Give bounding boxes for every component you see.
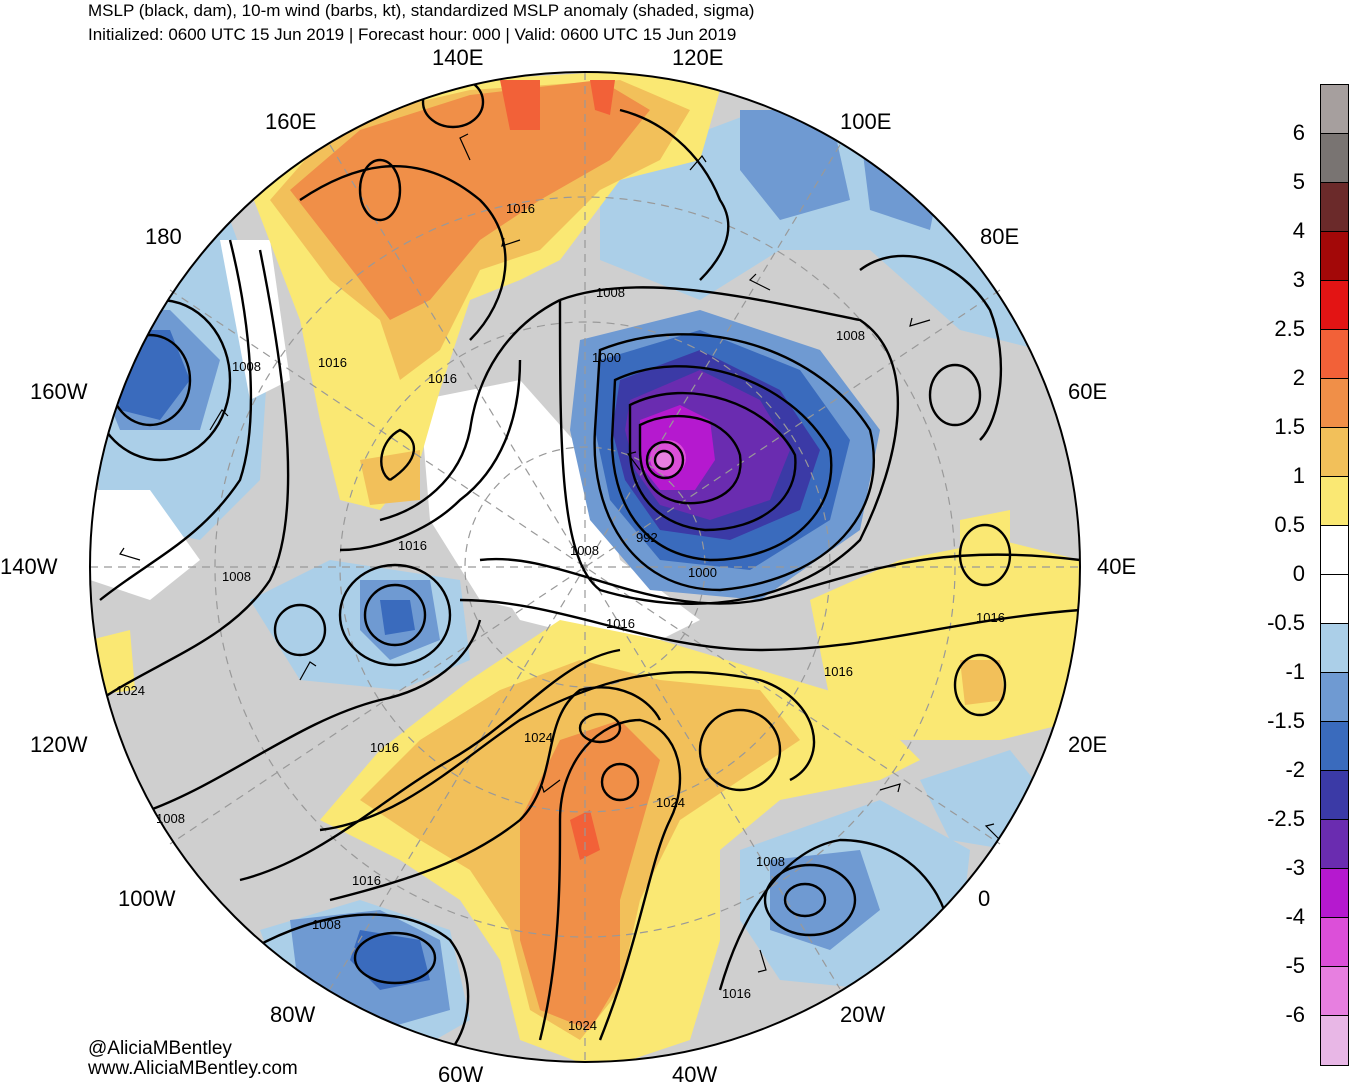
isobars	[90, 75, 1080, 1061]
colorbar-label: 5	[1292, 169, 1305, 194]
colorbar-label: -4	[1285, 904, 1305, 929]
colorbar-cell	[1321, 967, 1348, 1016]
map-border	[89, 71, 1081, 1063]
colorbar-cell	[1321, 428, 1348, 477]
colorbar-label: 2.5	[1274, 316, 1305, 341]
lon-label-20e: 20E	[1068, 732, 1108, 757]
isobar-label: 1016	[976, 610, 1005, 625]
lon-label-20w: 20W	[840, 1002, 886, 1027]
isobar-label: 1008	[570, 543, 599, 558]
isobar-label: 1016	[606, 616, 635, 631]
colorbar-cell	[1321, 281, 1348, 330]
credit-handle: @AliciaMBentley	[88, 1038, 232, 1059]
lon-label-180: 180	[145, 224, 182, 249]
isobar-label: 1016	[352, 873, 381, 888]
lon-label-60w: 60W	[438, 1062, 484, 1087]
colorbar-cell	[1321, 820, 1348, 869]
isobar-label: 1016	[428, 371, 457, 386]
colorbar-label: 1	[1292, 463, 1305, 488]
isobar-label: 1000	[688, 565, 717, 580]
isobar-label: 1016	[506, 201, 535, 216]
colorbar-label: 0.5	[1274, 512, 1305, 537]
colorbar-cell	[1321, 134, 1348, 183]
isobar-label: 1008	[222, 569, 251, 584]
colorbar-label: 1.5	[1274, 414, 1305, 439]
isobar-label: 1008	[756, 854, 785, 869]
isobar-label: 1024	[524, 730, 553, 745]
colorbar-cell	[1321, 624, 1348, 673]
colorbar-cell	[1321, 85, 1348, 134]
lon-label-140e: 140E	[432, 45, 484, 70]
isobar-label: 1024	[116, 683, 145, 698]
colorbar-label: -6	[1285, 1002, 1305, 1027]
colorbar-cell	[1321, 722, 1348, 771]
isobar-label: 1008	[156, 811, 185, 826]
lon-label-140w: 140W	[0, 554, 58, 579]
lon-label-40w: 40W	[672, 1062, 718, 1087]
isobar-label: 992	[636, 530, 658, 545]
colorbar-label: -1	[1285, 659, 1305, 684]
colorbar-cell	[1321, 526, 1348, 575]
colorbar-cell	[1321, 1016, 1348, 1065]
wind-barbs	[119, 133, 1001, 1049]
colorbar-cell	[1321, 869, 1348, 918]
colorbar-label: -5	[1285, 953, 1305, 978]
colorbar-label: -2	[1285, 757, 1305, 782]
isobar-labels: 1016 1008 1008 1000 1016 1016 1008 1008 …	[116, 201, 1005, 1033]
colorbar-cell	[1321, 673, 1348, 722]
colorbar-label: 6	[1292, 120, 1305, 145]
colorbar-cell	[1321, 477, 1348, 526]
colorbar-cell	[1321, 330, 1348, 379]
isobar-label: 1008	[596, 285, 625, 300]
isobar-label: 1024	[568, 1018, 597, 1033]
credit-website: www.AliciaMBentley.com	[88, 1058, 298, 1079]
isobar-label: 1008	[312, 917, 341, 932]
isobar-label: 1008	[232, 359, 261, 374]
colorbar-cell	[1321, 575, 1348, 624]
colorbar-label: -3	[1285, 855, 1305, 880]
map-title: MSLP (black, dam), 10-m wind (barbs, kt)…	[88, 1, 755, 20]
lon-label-80e: 80E	[980, 224, 1020, 249]
map-subtitle: Initialized: 0600 UTC 15 Jun 2019 | Fore…	[88, 25, 737, 44]
isobar-label: 1016	[370, 740, 399, 755]
isobar-label: 1016	[318, 355, 347, 370]
lon-label-0: 0	[978, 886, 991, 911]
colorbar-cell	[1321, 918, 1348, 967]
lon-label-100w: 100W	[118, 886, 176, 911]
lon-label-80w: 80W	[270, 1002, 316, 1027]
colorbar-cell	[1321, 183, 1348, 232]
colorbar-label: -2.5	[1267, 806, 1305, 831]
colorbar-cell	[1321, 379, 1348, 428]
lon-label-40e: 40E	[1097, 554, 1137, 579]
graticule	[90, 72, 1080, 1062]
isobar-label: 1016	[824, 664, 853, 679]
isobar-label: 1016	[398, 538, 427, 553]
lon-label-160w: 160W	[30, 379, 88, 404]
colorbar-cell	[1321, 771, 1348, 820]
isobar-label: 1016	[722, 986, 751, 1001]
lon-label-100e: 100E	[840, 109, 892, 134]
colorbar-cell	[1321, 232, 1348, 281]
lon-label-120e: 120E	[672, 45, 724, 70]
colorbar-label: 0	[1292, 561, 1305, 586]
colorbar	[1320, 84, 1349, 1066]
colorbar-label: 4	[1292, 218, 1305, 243]
lon-label-120w: 120W	[30, 732, 88, 757]
lon-label-60e: 60E	[1068, 379, 1108, 404]
isobar-label: 1024	[656, 795, 685, 810]
colorbar-label: -1.5	[1267, 708, 1305, 733]
anomaly-shading	[90, 72, 1080, 1062]
isobar-label: 1008	[836, 328, 865, 343]
colorbar-label: 3	[1292, 267, 1305, 292]
isobar-label: 1000	[592, 350, 621, 365]
colorbar-label: 2	[1292, 365, 1305, 390]
colorbar-label: -0.5	[1267, 610, 1305, 635]
lon-label-160e: 160E	[265, 109, 317, 134]
